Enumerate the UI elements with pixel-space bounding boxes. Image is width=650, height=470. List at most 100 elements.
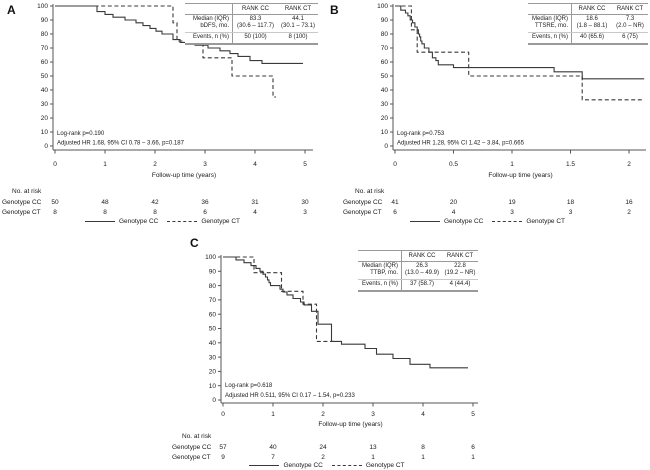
at-risk-title: No. at risk — [182, 433, 212, 440]
y-tick-label: 30 — [381, 101, 389, 108]
x-tick-label: 2 — [627, 161, 631, 168]
km-plot-b: 0 10 20 30 40 50 60 70 80 90 100 0 0.5 1 1.5 2 Follow-up… — [377, 3, 646, 179]
legend-line-solid — [249, 465, 280, 466]
y-tick-label: 90 — [381, 17, 389, 24]
inset-table-corner — [185, 4, 233, 14]
at-risk-value: 2 — [321, 454, 325, 461]
value-line: (1.8 – 88.1) — [576, 23, 608, 30]
legend-item: Genotype CT — [492, 218, 565, 225]
row-label-line: Events, n (%) — [192, 34, 229, 41]
value-line: 26.3 — [416, 263, 428, 270]
col-header-rank-cc: RANK CC — [241, 5, 269, 12]
inset-table-row: Median (IQR) TTSRE, mo. 18.6 (1.8 – 88.1) 7.… — [528, 14, 648, 33]
x-tick-label: 2 — [321, 411, 325, 418]
y-tick-label: 70 — [41, 45, 49, 52]
at-risk-value: 6 — [203, 209, 207, 216]
at-risk-value: 50 — [51, 199, 59, 206]
inset-table: RANK CC RANK CT Median (IQR) TTSRE, mo. 18.6… — [528, 3, 648, 45]
inset-table-value: 18.6 (1.8 – 88.1) — [572, 15, 612, 32]
legend: Genotype CC Genotype CT — [162, 462, 492, 469]
inset-table-row-label: Median (IQR) TTBP, mo. — [358, 261, 402, 279]
panel-a: A 0 10 20 30 40 50 60 70 80 90 100 0 1 2 3 4 5 Follow-up t… — [0, 0, 325, 235]
value-line: (2.0 – NR) — [616, 23, 644, 30]
survival-curve-genotype-ct — [55, 5, 276, 98]
value-line: 40 (65.6) — [579, 34, 604, 41]
inset-table-value: 7.3 (2.0 – NR) — [612, 15, 648, 32]
value-line: 4 (44.4) — [449, 281, 471, 288]
x-tick-label: 0 — [221, 411, 225, 418]
col-header-rank-ct: RANK CT — [616, 5, 644, 12]
y-tick-label: 80 — [381, 31, 389, 38]
y-tick-label: 50 — [209, 326, 217, 333]
x-tick-label: 1.5 — [566, 161, 575, 168]
y-tick-label: 0 — [384, 143, 388, 150]
at-risk-value: 1 — [371, 454, 375, 461]
y-tick-label: 20 — [41, 115, 49, 122]
legend-label: Genotype CC — [118, 218, 159, 225]
inset-table: RANK CC RANK CT Median (IQR) bDFS, mo. 83.3(… — [185, 3, 318, 45]
col-header-rank-cc: RANK CC — [408, 252, 436, 259]
at-risk-value: 48 — [101, 199, 109, 206]
at-risk-value: 13 — [369, 444, 377, 451]
y-tick-label: 100 — [377, 3, 388, 10]
at-risk-title: No. at risk — [12, 188, 42, 195]
at-risk-value: 41 — [391, 199, 399, 206]
inset-table-row-label: Events, n (%) — [358, 279, 402, 290]
stats-adjusted-hr: Adjusted HR 1.28, 95% CI 1.42 – 3.84, p=… — [397, 141, 525, 147]
inset-table-header: RANK CC RANK CT — [185, 4, 318, 15]
inset-table-row: Median (IQR) TTBP, mo. 26.3 (13.0 – 49.9) 22… — [358, 261, 478, 280]
at-risk-value: 36 — [201, 199, 209, 206]
at-risk-row-label: Genotype CC — [172, 444, 212, 451]
inset-table-value: 50 (100) — [233, 33, 278, 43]
value-line: (30.6 – 117.7) — [237, 23, 274, 30]
at-risk-value: 6 — [471, 444, 475, 451]
inset-table-value: 26.3 (13.0 – 49.9) — [402, 262, 442, 279]
value-line: (19.2 – NR) — [444, 270, 476, 277]
inset-table-value: 22.8 (19.2 – NR) — [442, 262, 478, 279]
y-tick-label: 50 — [381, 73, 389, 80]
at-risk-value: 31 — [251, 199, 259, 206]
at-risk-value: 42 — [151, 199, 159, 206]
inset-table-row: Median (IQR) bDFS, mo. 83.3 (30.6 – 117.7) 4… — [185, 14, 318, 33]
col-header-rank-ct: RANK CT — [446, 252, 474, 259]
value-line: 7.3 — [625, 16, 635, 23]
y-tick-label: 0 — [44, 143, 48, 150]
legend-item: Genotype CT — [331, 462, 405, 469]
row-label-line: Events, n (%) — [531, 34, 568, 41]
at-risk-value: 57 — [219, 444, 227, 451]
panel-b: B 0 10 20 30 40 50 60 70 80 90 100 0 0.5 1 1.5 2 Follow-u… — [325, 0, 650, 235]
row-label-line: Median (IQR) — [531, 16, 568, 23]
at-risk-value: 4 — [253, 209, 257, 216]
legend-line-dashed — [331, 465, 362, 466]
y-tick-label: 10 — [41, 129, 49, 136]
x-tick-label: 3 — [203, 161, 207, 168]
stats-log-rank: Log-rank p=0.753 — [397, 131, 445, 137]
survival-curve-genotype-cc — [395, 5, 645, 80]
at-risk-title: No. at risk — [355, 188, 385, 195]
at-risk-value: 40 — [269, 444, 277, 451]
x-tick-label: 4 — [253, 161, 257, 168]
at-risk-value: 9 — [221, 454, 225, 461]
legend: Genotype CC Genotype CT — [0, 218, 325, 225]
inset-table-value: 37 (58.7) — [402, 280, 442, 290]
y-tick-label: 40 — [381, 87, 389, 94]
panel-letter: A — [7, 3, 16, 17]
legend-line-solid — [84, 221, 115, 222]
x-tick-label: 5 — [471, 411, 475, 418]
stats-adjusted-hr: Adjusted HR 0.511, 95% CI 0.17 – 1.54, p… — [225, 393, 355, 399]
value-line: 44.1 — [292, 16, 304, 23]
col-header-rank-cc: RANK CC — [578, 5, 606, 12]
at-risk-value: 3 — [303, 209, 307, 216]
x-tick-label: 1 — [103, 161, 107, 168]
inset-table-corner — [528, 4, 572, 14]
x-axis-label: Follow-up time (years) — [152, 172, 216, 179]
inset-table-row: Events, n (%) 37 (58.7) 4 (44.4) — [358, 279, 478, 290]
inset-table-corner — [358, 251, 402, 261]
at-risk-value: 1 — [421, 454, 425, 461]
legend-label: Genotype CT — [526, 218, 566, 225]
inset-table-value: 44.1 (30.1 – 73.1) — [278, 15, 318, 32]
x-tick-label: 5 — [303, 161, 307, 168]
value-line: 50 (100) — [244, 34, 267, 41]
panel-letter: C — [190, 236, 199, 250]
stats-log-rank: Log-rank p=0.618 — [225, 383, 273, 389]
